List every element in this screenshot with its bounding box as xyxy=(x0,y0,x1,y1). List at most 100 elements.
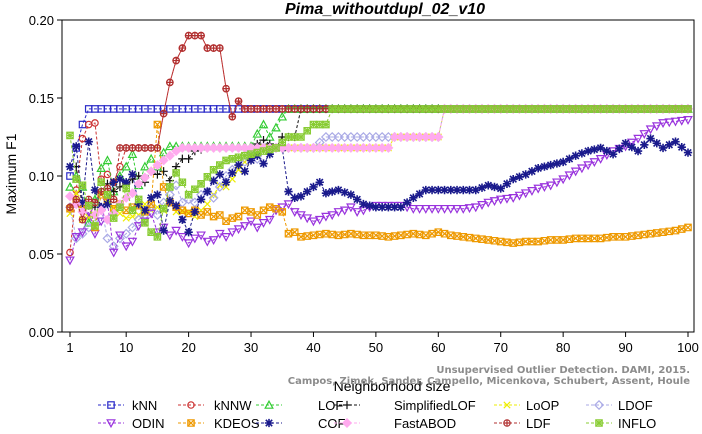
data-point xyxy=(421,185,430,195)
x-tick-label: 40 xyxy=(306,340,320,355)
data-point xyxy=(378,105,386,113)
data-point xyxy=(302,214,313,224)
data-point xyxy=(309,231,318,240)
data-point xyxy=(247,208,255,216)
data-point xyxy=(184,154,193,163)
data-point xyxy=(628,232,636,240)
data-point xyxy=(570,167,581,177)
data-point xyxy=(78,215,87,224)
data-point xyxy=(314,215,325,225)
data-point xyxy=(665,140,674,149)
data-point xyxy=(109,178,118,187)
data-point xyxy=(528,105,536,113)
data-point xyxy=(540,236,549,245)
data-point xyxy=(72,189,80,197)
data-point xyxy=(434,185,443,195)
data-point xyxy=(553,105,561,113)
data-point xyxy=(214,229,225,239)
data-point xyxy=(77,228,88,239)
legend-label: LDOF xyxy=(618,398,653,413)
data-point xyxy=(72,195,81,204)
data-point xyxy=(284,105,293,113)
data-point xyxy=(215,170,224,179)
legend-marker xyxy=(342,400,352,410)
data-point xyxy=(671,137,680,146)
data-point xyxy=(540,105,549,113)
data-point xyxy=(197,211,205,219)
data-point xyxy=(184,31,193,40)
data-point xyxy=(84,201,93,210)
data-point xyxy=(534,237,542,246)
data-point xyxy=(209,165,218,174)
data-point xyxy=(503,105,511,113)
data-point xyxy=(571,105,580,113)
data-point xyxy=(626,138,637,148)
data-point xyxy=(221,178,231,187)
citation-watermark-line1: Campos, Zimek, Sander, Campello, Micenko… xyxy=(288,376,690,387)
data-point xyxy=(209,212,218,221)
data-point xyxy=(153,144,162,152)
legend-item-lof: LOF xyxy=(256,398,343,413)
data-point xyxy=(640,105,649,113)
data-point xyxy=(315,120,324,129)
data-point xyxy=(116,203,124,211)
data-point xyxy=(190,207,200,217)
data-point xyxy=(203,208,212,216)
data-point xyxy=(434,105,443,113)
data-point xyxy=(259,105,268,113)
data-point xyxy=(633,134,643,144)
data-point xyxy=(340,230,349,239)
x-tick-label: 100 xyxy=(677,340,699,355)
data-point xyxy=(234,160,243,170)
data-point xyxy=(565,154,574,163)
y-tick-label: 0.05 xyxy=(29,247,54,262)
data-point xyxy=(233,225,244,235)
data-point xyxy=(252,128,263,138)
data-point xyxy=(577,164,587,174)
data-point xyxy=(440,229,449,238)
data-point xyxy=(377,203,387,212)
data-point xyxy=(216,161,224,169)
data-point xyxy=(165,231,175,241)
data-point xyxy=(184,190,193,199)
legend-item-ldf: LDF xyxy=(494,416,551,431)
data-point xyxy=(352,208,363,217)
data-point xyxy=(253,211,262,219)
data-point xyxy=(222,217,230,226)
data-point xyxy=(621,105,630,113)
data-point xyxy=(527,167,537,176)
data-point xyxy=(203,187,212,196)
data-point xyxy=(402,198,412,207)
data-point xyxy=(134,199,143,209)
data-point xyxy=(222,84,230,93)
x-tick-label: 1 xyxy=(66,340,73,355)
data-point xyxy=(253,148,262,157)
data-point xyxy=(141,219,149,227)
data-point xyxy=(552,159,562,168)
series-cof xyxy=(65,134,693,237)
data-point xyxy=(96,217,107,227)
data-point xyxy=(646,229,655,238)
data-point xyxy=(297,233,305,241)
data-point xyxy=(634,105,642,113)
data-point xyxy=(296,192,306,201)
x-tick-label: 30 xyxy=(244,340,258,355)
data-point xyxy=(352,195,362,204)
data-point xyxy=(284,187,293,196)
data-point xyxy=(240,167,249,176)
data-point xyxy=(558,175,569,185)
legend-label: kNN xyxy=(132,398,157,413)
data-point xyxy=(122,178,131,187)
data-point xyxy=(172,169,180,177)
data-point xyxy=(571,151,580,160)
legend: kNN kNNW LOF SimplifiedLOF LoOP LDOF ODIN KDEOS… xyxy=(98,398,656,431)
data-point xyxy=(177,233,188,242)
data-point xyxy=(209,176,218,185)
data-point xyxy=(172,56,180,65)
data-point xyxy=(333,208,344,217)
data-point xyxy=(384,233,393,241)
data-point xyxy=(290,105,299,113)
data-point xyxy=(277,111,288,121)
data-point xyxy=(165,196,175,206)
legend-label: FastABOD xyxy=(394,416,456,431)
